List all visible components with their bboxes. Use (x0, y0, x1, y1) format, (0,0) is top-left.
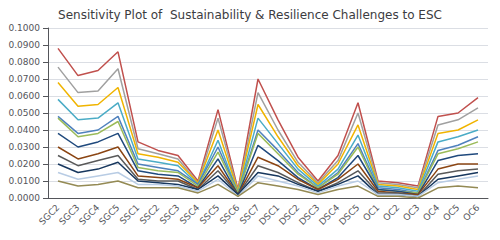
svg-text:SGC5: SGC5 (97, 202, 122, 227)
svg-text:0.0900: 0.0900 (9, 40, 41, 50)
svg-text:0.0200: 0.0200 (9, 159, 41, 169)
svg-text:OC4: OC4 (421, 202, 442, 223)
svg-text:0.0600: 0.0600 (9, 91, 41, 101)
svg-text:0.0800: 0.0800 (9, 57, 41, 67)
svg-text:0.0100: 0.0100 (9, 176, 41, 186)
svg-text:OC6: OC6 (461, 202, 482, 223)
svg-text:DSC4: DSC4 (317, 202, 342, 227)
svg-text:0.0000: 0.0000 (9, 193, 41, 203)
svg-text:SSC7: SSC7 (238, 202, 262, 226)
svg-text:SSC2: SSC2 (138, 202, 162, 226)
svg-text:SSC5: SSC5 (198, 202, 222, 226)
svg-text:SSC6: SSC6 (218, 202, 242, 226)
svg-text:0.0700: 0.0700 (9, 74, 41, 84)
svg-text:SSC4: SSC4 (178, 202, 202, 226)
svg-text:0.1000: 0.1000 (9, 23, 41, 33)
svg-text:SGC4: SGC4 (77, 202, 102, 227)
svg-text:SSC1: SSC1 (118, 202, 142, 226)
svg-text:0.0400: 0.0400 (9, 125, 41, 135)
svg-text:DSC5: DSC5 (337, 202, 361, 226)
svg-text:OC1: OC1 (361, 202, 382, 223)
svg-text:SGC3: SGC3 (57, 202, 82, 227)
svg-text:DSC2: DSC2 (277, 202, 301, 226)
svg-text:DSC1: DSC1 (257, 202, 281, 226)
svg-text:OC5: OC5 (441, 202, 462, 223)
svg-text:SSC3: SSC3 (158, 202, 182, 226)
svg-text:SGC2: SGC2 (37, 202, 62, 227)
svg-text:DSC3: DSC3 (297, 202, 321, 226)
svg-text:0.0500: 0.0500 (9, 108, 41, 118)
svg-text:OC3: OC3 (401, 202, 422, 223)
svg-text:Sensitivity Plot of Sustainab: Sensitivity Plot of Sustainability & Res… (58, 8, 442, 22)
svg-text:0.0300: 0.0300 (9, 142, 41, 152)
svg-text:OC2: OC2 (381, 202, 402, 223)
